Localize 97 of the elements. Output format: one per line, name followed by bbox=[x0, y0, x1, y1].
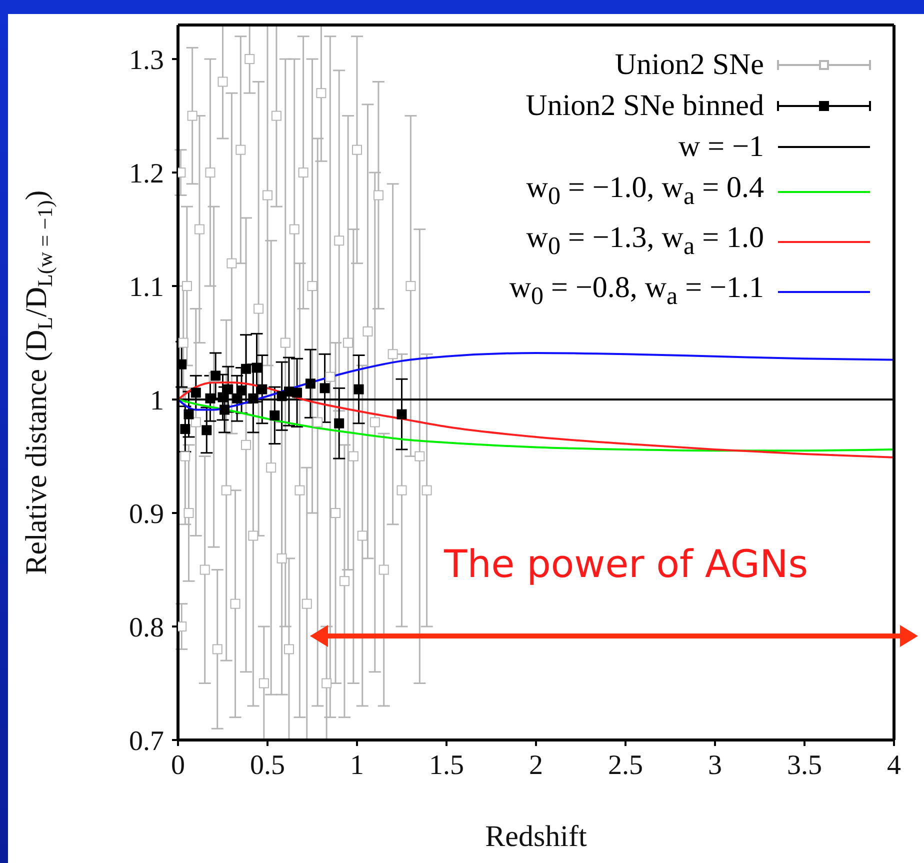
point bbox=[194, 224, 204, 234]
point bbox=[396, 409, 407, 420]
point bbox=[212, 644, 222, 654]
point bbox=[221, 485, 232, 496]
point bbox=[292, 388, 302, 398]
point bbox=[370, 417, 380, 428]
point bbox=[180, 451, 190, 462]
point bbox=[257, 384, 268, 394]
point bbox=[226, 258, 237, 268]
point bbox=[236, 385, 247, 396]
point bbox=[258, 678, 269, 688]
point bbox=[388, 349, 398, 360]
point bbox=[248, 530, 258, 541]
y-tick-label: 0.8 bbox=[129, 612, 164, 644]
legend-label: Union2 SNe bbox=[614, 47, 764, 83]
point bbox=[334, 236, 344, 246]
point bbox=[320, 383, 330, 394]
point bbox=[294, 485, 305, 496]
legend-label: w$_{0}$ = −1.0, w$_{a}$ = 0.4 bbox=[526, 170, 764, 212]
point bbox=[218, 76, 228, 87]
point bbox=[302, 598, 312, 609]
point bbox=[182, 281, 192, 292]
point bbox=[339, 576, 350, 586]
point bbox=[312, 417, 323, 428]
point bbox=[202, 425, 212, 436]
point bbox=[184, 409, 194, 420]
point bbox=[236, 144, 246, 155]
point bbox=[343, 338, 354, 348]
point bbox=[184, 508, 194, 518]
point bbox=[180, 424, 190, 434]
y-tick-label: 0.7 bbox=[129, 726, 164, 757]
y-tick-label: 1.2 bbox=[129, 158, 164, 190]
point bbox=[406, 281, 416, 292]
point bbox=[280, 338, 290, 348]
point bbox=[223, 384, 234, 394]
point bbox=[252, 362, 262, 373]
point bbox=[348, 451, 358, 462]
point bbox=[220, 404, 230, 415]
point bbox=[232, 393, 242, 404]
annotation: The power of AGNs bbox=[444, 542, 808, 586]
x-tick-label: 3.5 bbox=[787, 750, 822, 781]
point bbox=[230, 598, 240, 609]
point bbox=[330, 508, 341, 518]
point bbox=[187, 110, 198, 121]
point bbox=[352, 144, 362, 155]
y-tick-label: 0.9 bbox=[129, 498, 164, 530]
point bbox=[205, 393, 216, 404]
legend-label: w$_{0}$ = −0.8, w$_{a}$ = −1.1 bbox=[509, 270, 764, 312]
point bbox=[200, 564, 210, 575]
x-tick-label: 1.5 bbox=[429, 750, 464, 781]
point bbox=[373, 190, 384, 200]
point bbox=[289, 224, 300, 234]
point bbox=[422, 485, 432, 496]
point bbox=[354, 384, 364, 394]
legend-label: Union2 SNe binned bbox=[526, 88, 764, 124]
point bbox=[241, 364, 252, 374]
point bbox=[266, 462, 276, 473]
x-tick-label: 0 bbox=[171, 750, 185, 781]
y-tick-label: 1.3 bbox=[129, 44, 164, 76]
point bbox=[362, 326, 373, 336]
point bbox=[248, 393, 258, 404]
point bbox=[325, 372, 336, 382]
point bbox=[178, 622, 187, 632]
legend-label: w = −1 bbox=[678, 129, 764, 165]
y-tick-label: 1 bbox=[150, 385, 164, 416]
point bbox=[396, 485, 407, 496]
y-tick-label: 1.1 bbox=[129, 272, 164, 303]
point bbox=[322, 678, 332, 688]
point bbox=[316, 88, 326, 98]
point bbox=[357, 530, 368, 541]
point bbox=[305, 378, 316, 389]
x-tick-label: 1 bbox=[350, 750, 364, 781]
point bbox=[271, 110, 282, 121]
point bbox=[378, 564, 389, 575]
point bbox=[284, 644, 294, 654]
point bbox=[178, 338, 188, 348]
x-axis-title: Redshift bbox=[485, 820, 588, 853]
point bbox=[276, 553, 287, 564]
x-tick-label: 0.5 bbox=[250, 750, 285, 781]
point bbox=[190, 388, 201, 398]
point bbox=[205, 168, 216, 178]
point bbox=[262, 190, 272, 200]
point bbox=[414, 451, 425, 462]
x-tick-label: 2.5 bbox=[608, 750, 643, 781]
x-tick-label: 4 bbox=[887, 750, 901, 781]
point bbox=[270, 410, 280, 420]
point bbox=[241, 440, 252, 450]
point bbox=[178, 359, 187, 370]
point bbox=[244, 54, 255, 64]
x-tick-label: 2 bbox=[529, 750, 543, 781]
legend-label: w$_{0}$ = −1.3, w$_{a}$ = 1.0 bbox=[526, 220, 764, 262]
point bbox=[254, 304, 264, 314]
x-tick-label: 3 bbox=[708, 750, 722, 781]
point bbox=[298, 168, 308, 178]
point bbox=[190, 417, 201, 428]
point bbox=[218, 392, 228, 402]
point bbox=[334, 418, 344, 428]
